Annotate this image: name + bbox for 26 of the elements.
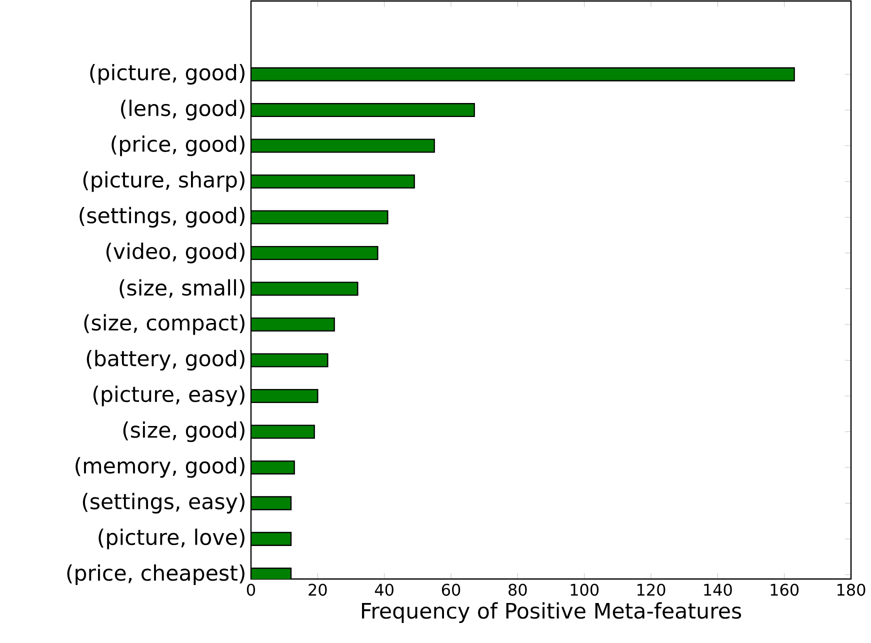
y-tick-label: (size, small) [120, 279, 244, 298]
y-tick-label: (battery, good) [86, 350, 244, 371]
x-tick-label: 120 [637, 584, 666, 596]
y-tick-label: (picture, good) [90, 64, 244, 85]
y-tick-label: (lens, good) [121, 100, 244, 120]
y-tick-label: (video, good) [106, 242, 244, 264]
x-tick-label: 140 [704, 584, 732, 596]
y-tick-label: (size, compact) [84, 314, 244, 335]
y-tick-label: (size, good) [123, 421, 244, 442]
x-tick-label: 40 [374, 584, 394, 596]
x-axis-title: Frequency of Positive Meta-features [362, 602, 742, 623]
x-tick-label: 100 [570, 584, 599, 596]
y-tick-label: (memory, good) [76, 457, 244, 478]
y-tick-label: (picture, love) [98, 528, 244, 550]
x-tick-label: 20 [308, 584, 327, 596]
y-tick-label: (picture, easy) [93, 386, 244, 406]
y-tick-label: (picture, sharp) [83, 171, 244, 192]
y-tick-label: (price, cheapest) [67, 564, 244, 586]
x-tick-label: 80 [508, 584, 527, 596]
x-tick-label: 180 [837, 584, 866, 596]
x-tick-label: 160 [770, 584, 799, 596]
y-tick-label: (price, good) [112, 135, 244, 156]
y-tick-label: (settings, easy) [82, 492, 244, 514]
x-tick-label: 0 [246, 584, 256, 596]
y-tick-label: (settings, good) [80, 206, 244, 228]
x-tick-label: 60 [442, 584, 460, 596]
